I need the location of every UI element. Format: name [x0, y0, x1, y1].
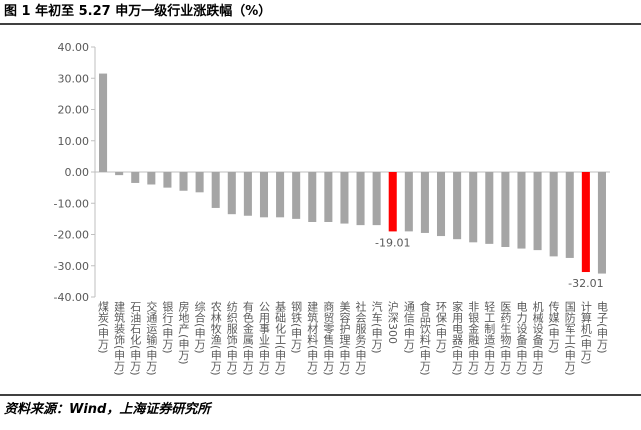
- x-tick-label: 计算机(申万): [579, 301, 592, 365]
- bar: [292, 172, 301, 219]
- x-tick-label: 社会服务(申万): [354, 300, 367, 376]
- bar: [453, 172, 462, 240]
- x-tick-label: 国防军工(申万): [563, 301, 576, 376]
- bar: [581, 172, 590, 273]
- x-tick-label: 美容护理(申万): [338, 301, 351, 376]
- y-tick-label: 30.00: [58, 72, 90, 85]
- bar: [324, 172, 333, 222]
- x-tick-label: 煤炭(申万): [97, 301, 110, 354]
- x-tick-label: 环保(申万): [435, 301, 448, 354]
- bar: [549, 172, 558, 257]
- bar: [243, 172, 252, 216]
- bar: [404, 172, 413, 232]
- y-tick-label: -10.00: [54, 197, 89, 210]
- x-tick-label: 商贸零售(申万): [322, 300, 335, 376]
- x-tick-label: 电子(申万): [595, 301, 608, 354]
- x-tick-label: 公用事业(申万): [257, 301, 270, 376]
- x-tick-label: 房地产(申万): [177, 301, 190, 365]
- bar: [533, 172, 542, 251]
- bar: [372, 172, 381, 226]
- bar: [517, 172, 526, 249]
- x-tick-label: 交通运输(申万): [145, 300, 158, 376]
- bar: [597, 172, 606, 274]
- bar: [99, 73, 108, 172]
- bar: [227, 172, 236, 215]
- bar: [420, 172, 429, 233]
- x-tick-label: 沪深300: [386, 300, 399, 344]
- bar: [469, 172, 478, 243]
- x-tick-label: 医药生物(申万): [499, 301, 512, 376]
- bar: [147, 172, 156, 185]
- bar: [436, 172, 446, 237]
- x-tick-label: 建筑材料(申万): [306, 300, 319, 376]
- value-label: -19.01: [375, 236, 410, 249]
- bar: [131, 172, 140, 183]
- y-tick-label: -30.00: [54, 260, 89, 273]
- bar: [356, 172, 365, 226]
- chart-title: 图 1 年初至 5.27 申万一级行业涨跌幅（%）: [4, 3, 271, 19]
- x-tick-label: 电力设备(申万): [515, 301, 528, 376]
- y-tick-label: -20.00: [54, 229, 89, 242]
- x-tick-label: 有色金属(申万): [241, 300, 254, 376]
- x-tick-label: 纺织服饰(申万): [225, 300, 238, 376]
- x-tick-label: 银行(申万): [161, 300, 174, 354]
- x-tick-label: 传媒(申万): [547, 301, 560, 354]
- y-tick-label: 0.00: [65, 166, 90, 179]
- bar: [485, 172, 494, 244]
- x-tick-label: 建筑装饰(申万): [113, 300, 126, 376]
- x-tick-label: 综合(申万): [193, 300, 206, 354]
- bar: [211, 172, 220, 208]
- y-tick-label: -40.00: [54, 291, 89, 304]
- value-label: -32.01: [568, 277, 603, 290]
- y-tick-label: 20.00: [58, 104, 90, 117]
- x-tick-label: 轻工制造(申万): [483, 300, 496, 376]
- x-tick-label: 食品饮料(申万): [418, 300, 431, 376]
- bar: [308, 172, 317, 222]
- x-tick-label: 农林牧渔(申万): [209, 300, 222, 376]
- bar: [179, 172, 188, 191]
- bar: [501, 172, 510, 247]
- bar: [340, 172, 349, 224]
- y-tick-label: 10.00: [58, 135, 90, 148]
- source: 资料来源：Wind，上海证券研究所: [4, 401, 213, 417]
- x-tick-label: 非银金融(申万): [467, 301, 480, 376]
- bar: [259, 172, 269, 218]
- bar: [115, 172, 124, 176]
- x-tick-label: 通信(申万): [402, 301, 415, 354]
- x-tick-label: 石油石化(申万): [129, 301, 142, 376]
- y-tick-label: 40.00: [58, 41, 90, 54]
- bar: [163, 172, 172, 188]
- bar: [276, 172, 285, 218]
- x-tick-label: 汽车(申万): [370, 300, 383, 354]
- bar: [388, 172, 397, 232]
- bar: [565, 172, 574, 258]
- x-tick-label: 基础化工(申万): [274, 301, 287, 376]
- x-tick-label: 钢铁(申万): [290, 301, 303, 354]
- x-tick-label: 家用电器(申万): [451, 300, 464, 376]
- bar: [195, 172, 204, 193]
- x-tick-label: 机械设备(申万): [531, 300, 544, 376]
